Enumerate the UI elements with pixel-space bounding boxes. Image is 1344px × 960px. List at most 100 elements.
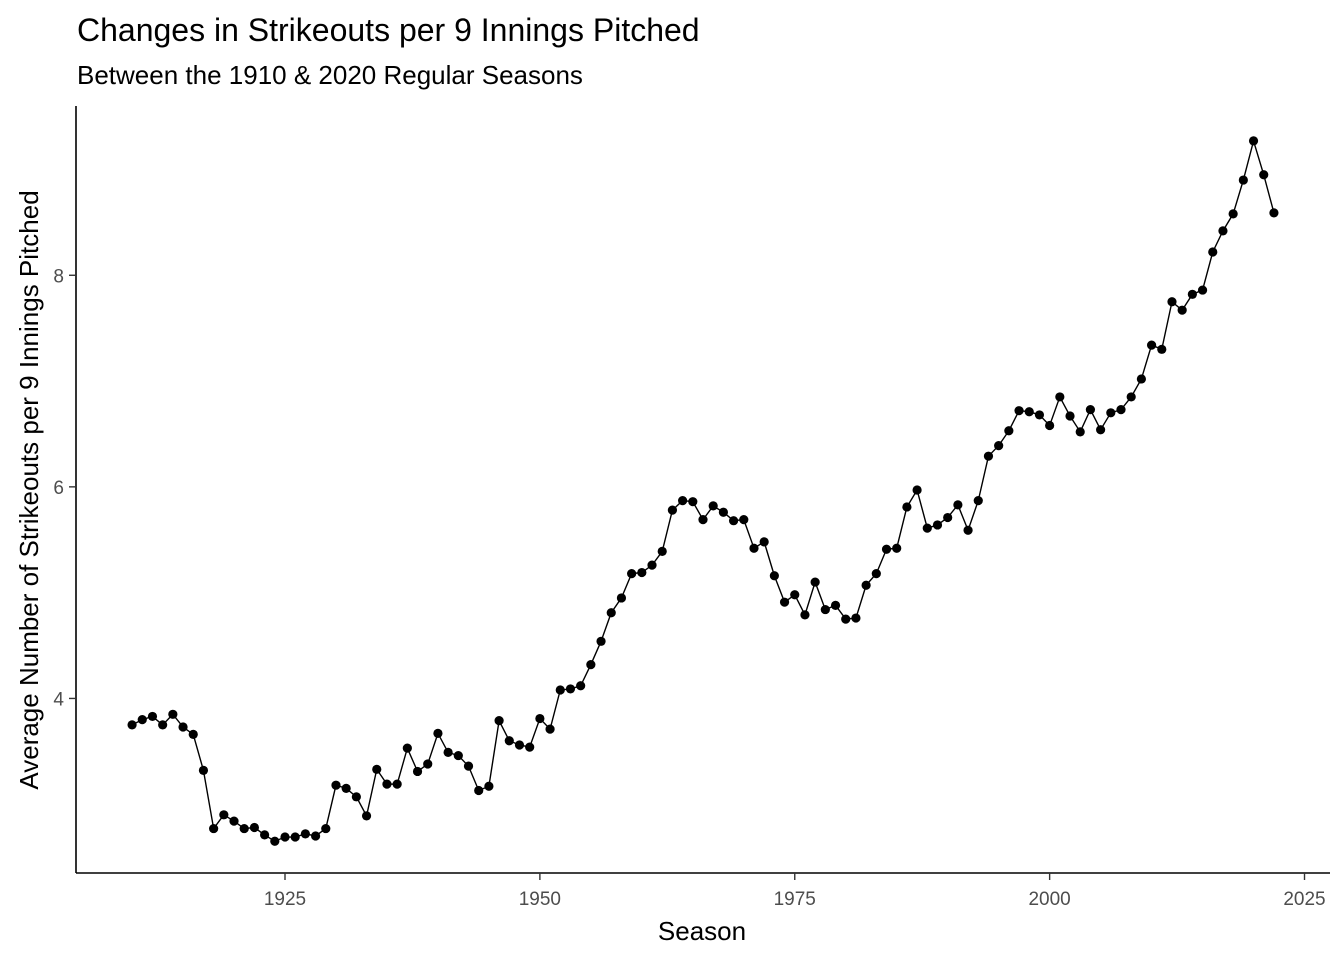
data-point (504, 736, 514, 746)
data-point (158, 720, 168, 730)
data-point (1136, 374, 1146, 384)
data-point (606, 608, 616, 618)
data-point (1034, 410, 1045, 420)
data-point (1208, 247, 1218, 257)
data-point (596, 636, 606, 646)
data-point (657, 546, 667, 556)
data-point (912, 485, 922, 495)
data-point (565, 684, 576, 694)
data-point (219, 810, 229, 820)
data-point (300, 829, 310, 839)
data-point (769, 571, 779, 581)
data-point (1065, 411, 1075, 421)
data-point (902, 502, 912, 512)
data-point (932, 520, 943, 530)
data-point (412, 766, 423, 777)
data-point (637, 567, 647, 578)
data-point (820, 604, 830, 615)
data-point (1157, 344, 1167, 354)
data-point (1167, 297, 1177, 307)
data-point (1238, 175, 1248, 185)
data-point (1126, 392, 1136, 402)
x-axis-title: Season (658, 916, 746, 946)
data-point (759, 537, 769, 547)
data-point (229, 816, 239, 826)
data-point (1116, 405, 1126, 415)
data-point (1024, 407, 1034, 417)
data-point (1259, 170, 1269, 180)
data-point (525, 742, 535, 752)
data-point (851, 613, 861, 623)
data-point (280, 832, 290, 842)
data-point (1187, 289, 1197, 299)
data-point (137, 715, 147, 725)
y-tick-label: 4 (53, 689, 64, 710)
data-point (739, 515, 749, 525)
data-point (983, 451, 994, 461)
data-point (382, 779, 392, 789)
x-tick-label: 1975 (774, 889, 816, 910)
x-tick-label: 2025 (1283, 889, 1325, 910)
series-line (131, 138, 1275, 843)
data-point (474, 785, 484, 796)
y-tick-label: 6 (53, 478, 64, 499)
data-point (423, 759, 433, 769)
x-tick-label: 1950 (519, 889, 561, 910)
data-point (484, 781, 494, 791)
data-point (790, 590, 800, 600)
data-point (576, 681, 586, 691)
data-point (1096, 425, 1106, 435)
data-point (168, 709, 178, 719)
data-point (861, 580, 871, 590)
x-tick-label: 1925 (264, 889, 306, 910)
data-point (922, 523, 932, 533)
data-point (463, 761, 474, 771)
x-tick-label: 2000 (1028, 889, 1070, 910)
data-point (209, 823, 219, 834)
data-point (800, 610, 810, 620)
data-point (555, 685, 565, 695)
data-point (1218, 226, 1228, 236)
data-point (351, 792, 361, 802)
data-point (718, 507, 728, 517)
data-point (147, 711, 158, 722)
data-point (372, 764, 382, 774)
data-point (627, 569, 637, 579)
data-point (514, 740, 525, 750)
data-point (433, 728, 443, 738)
data-point (1177, 305, 1187, 315)
data-point (616, 593, 627, 603)
data-point (178, 722, 188, 732)
data-point (198, 765, 209, 775)
data-point (453, 750, 463, 761)
data-point (310, 831, 321, 841)
chart-title: Changes in Strikeouts per 9 Innings Pitc… (77, 12, 700, 48)
y-axis-title: Average Number of Strikeouts per 9 Innin… (14, 190, 44, 789)
data-point (1106, 408, 1116, 418)
data-point (290, 832, 300, 842)
data-point (239, 823, 249, 834)
data-point (647, 560, 657, 570)
data-point (1248, 136, 1259, 146)
data-point (535, 713, 545, 724)
chart-subtitle: Between the 1910 & 2020 Regular Seasons (77, 60, 583, 90)
data-point (1269, 208, 1279, 218)
data-point (1004, 426, 1014, 436)
data-point (443, 747, 453, 758)
data-point (249, 822, 260, 833)
data-point (1197, 285, 1208, 295)
data-point (1228, 209, 1238, 219)
data-point (1045, 420, 1055, 431)
data-point (331, 780, 341, 790)
data-point (586, 659, 596, 670)
data-point (830, 600, 841, 610)
data-point (494, 716, 504, 726)
data-point (260, 830, 270, 840)
data-point (1055, 392, 1065, 402)
data-point (810, 577, 820, 587)
y-axis-ticks: 4 6 8 (53, 266, 76, 710)
data-point (973, 496, 983, 506)
data-point (341, 783, 351, 793)
data-point (994, 441, 1004, 451)
